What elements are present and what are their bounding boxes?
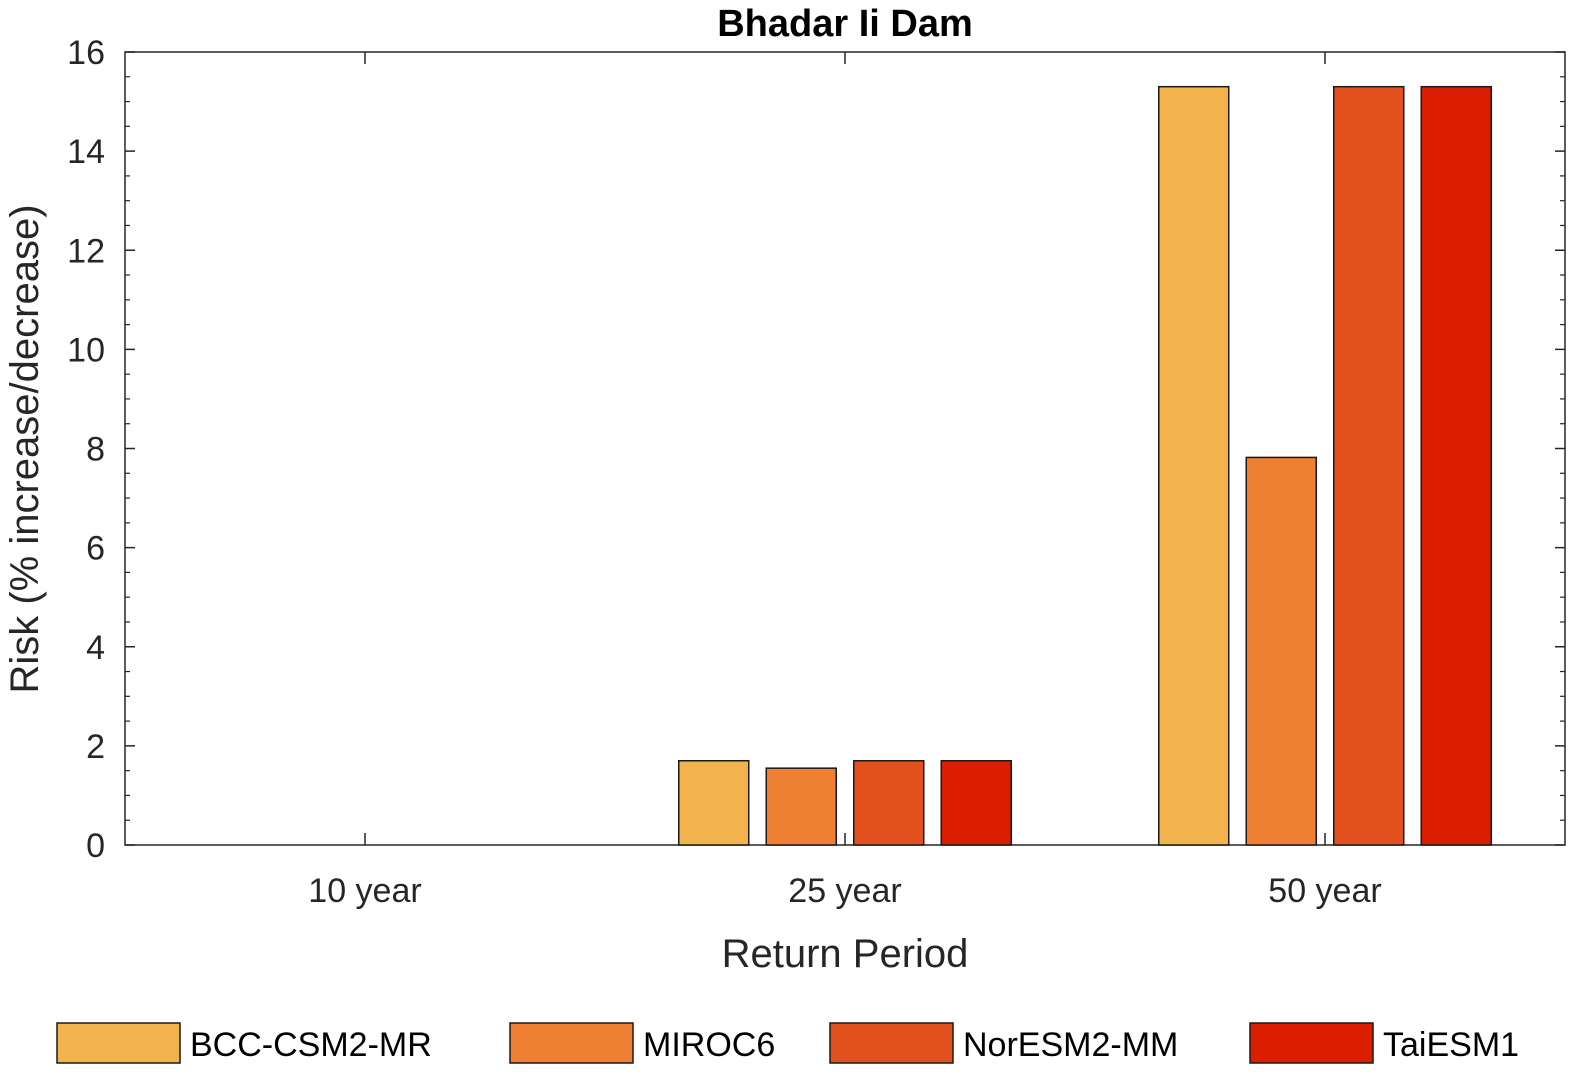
y-tick-label: 4 — [86, 629, 105, 667]
legend-swatch-noresm2-mm — [829, 1022, 954, 1064]
bar-miroc6-25-year — [765, 767, 837, 846]
chart-title: Bhadar Ii Dam — [717, 3, 973, 45]
plot-frame — [124, 51, 1566, 846]
y-tick-label: 12 — [67, 232, 105, 270]
bar-noresm2-mm-25-year — [853, 759, 925, 846]
legend-swatch-taiesm1 — [1249, 1022, 1374, 1064]
plot-area: 0 2 4 6 8 10 12 14 16 10 year 25 year 50 year — [67, 34, 1566, 910]
legend-label-bcc-csm2-mr: BCC-CSM2-MR — [190, 1026, 432, 1064]
legend: BCC-CSM2-MR MIROC6 NorESM2-MM TaiESM1 — [56, 1022, 1519, 1064]
y-axis-label: Risk (% increase/decrease) — [3, 204, 47, 693]
bar-taiesm1-50-year — [1420, 85, 1492, 846]
y-tick-label: 6 — [86, 530, 105, 568]
x-tick-label: 50 year — [1268, 872, 1381, 910]
bar-bcc-csm2-mr-25-year — [678, 759, 750, 846]
bar-bcc-csm2-mr-50-year — [1158, 85, 1230, 846]
x-tick-label: 10 year — [308, 872, 421, 910]
y-tick-label: 0 — [86, 827, 105, 865]
bar-miroc6-50-year — [1245, 456, 1317, 846]
legend-label-taiesm1: TaiESM1 — [1383, 1026, 1519, 1064]
x-axis-label: Return Period — [722, 932, 969, 976]
legend-swatch-miroc6 — [509, 1022, 634, 1064]
bar-noresm2-mm-50-year — [1333, 85, 1405, 846]
y-tick-label: 2 — [86, 728, 105, 766]
x-tick-label: 25 year — [788, 872, 901, 910]
bar-taiesm1-25-year — [940, 759, 1012, 846]
y-tick-label: 14 — [67, 133, 105, 171]
legend-label-miroc6: MIROC6 — [643, 1026, 775, 1064]
y-tick-label: 16 — [67, 34, 105, 72]
legend-swatch-bcc-csm2-mr — [56, 1022, 181, 1064]
y-tick-label: 10 — [67, 331, 105, 369]
legend-label-noresm2-mm: NorESM2-MM — [963, 1026, 1178, 1064]
y-tick-label: 8 — [86, 431, 105, 469]
